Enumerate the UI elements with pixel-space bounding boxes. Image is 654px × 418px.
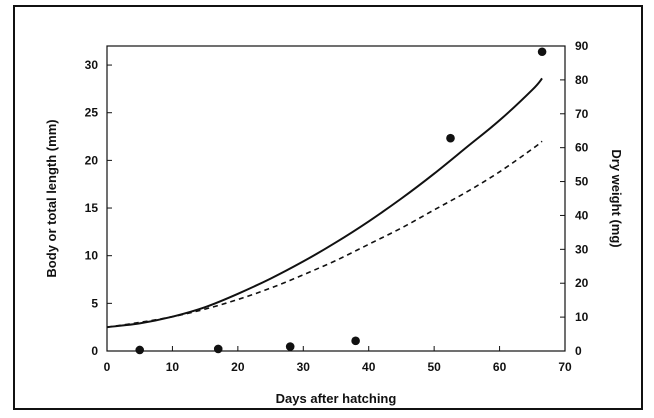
data-point bbox=[135, 345, 145, 355]
y-tick-label: 15 bbox=[85, 201, 99, 215]
x-tick-label: 20 bbox=[231, 360, 245, 374]
data-point bbox=[351, 336, 360, 346]
y-tick-label: 30 bbox=[85, 58, 99, 72]
data-point bbox=[285, 342, 295, 351]
y-tick-label: 0 bbox=[91, 344, 98, 358]
x-tick-label: 30 bbox=[297, 360, 311, 374]
data-point bbox=[446, 133, 455, 143]
y2-tick-label: 10 bbox=[575, 310, 589, 324]
y2-tick-label: 80 bbox=[575, 73, 589, 87]
y2-axis-title: Dry weight (mg) bbox=[609, 149, 624, 247]
y-axis-title: Body or total length (mm) bbox=[44, 119, 59, 277]
y-tick-label: 10 bbox=[85, 249, 99, 263]
y2-tick-label: 30 bbox=[575, 242, 589, 256]
x-tick-label: 70 bbox=[558, 360, 572, 374]
y2-tick-label: 90 bbox=[575, 39, 589, 53]
y-tick-label: 25 bbox=[85, 106, 99, 120]
y2-tick-label: 70 bbox=[575, 107, 589, 121]
data-point bbox=[537, 47, 547, 57]
x-axis-title: Days after hatching bbox=[276, 391, 397, 406]
plot-area-frame bbox=[106, 45, 566, 352]
y2-tick-label: 60 bbox=[575, 141, 589, 155]
y-tick-label: 20 bbox=[85, 153, 99, 167]
y2-tick-label: 40 bbox=[575, 208, 589, 222]
series-line-dashed bbox=[106, 140, 543, 328]
x-tick-label: 60 bbox=[493, 360, 507, 374]
y2-tick-label: 50 bbox=[575, 175, 589, 189]
y-tick-label: 5 bbox=[91, 296, 98, 310]
x-tick-label: 0 bbox=[104, 360, 111, 374]
y2-tick-label: 20 bbox=[575, 276, 589, 290]
x-tick-label: 10 bbox=[166, 360, 180, 374]
x-tick-label: 40 bbox=[362, 360, 376, 374]
figure-border bbox=[13, 5, 643, 410]
series-line-solid bbox=[106, 77, 543, 329]
y2-tick-label: 0 bbox=[575, 344, 582, 358]
data-point bbox=[213, 344, 223, 354]
x-tick-label: 50 bbox=[427, 360, 441, 374]
